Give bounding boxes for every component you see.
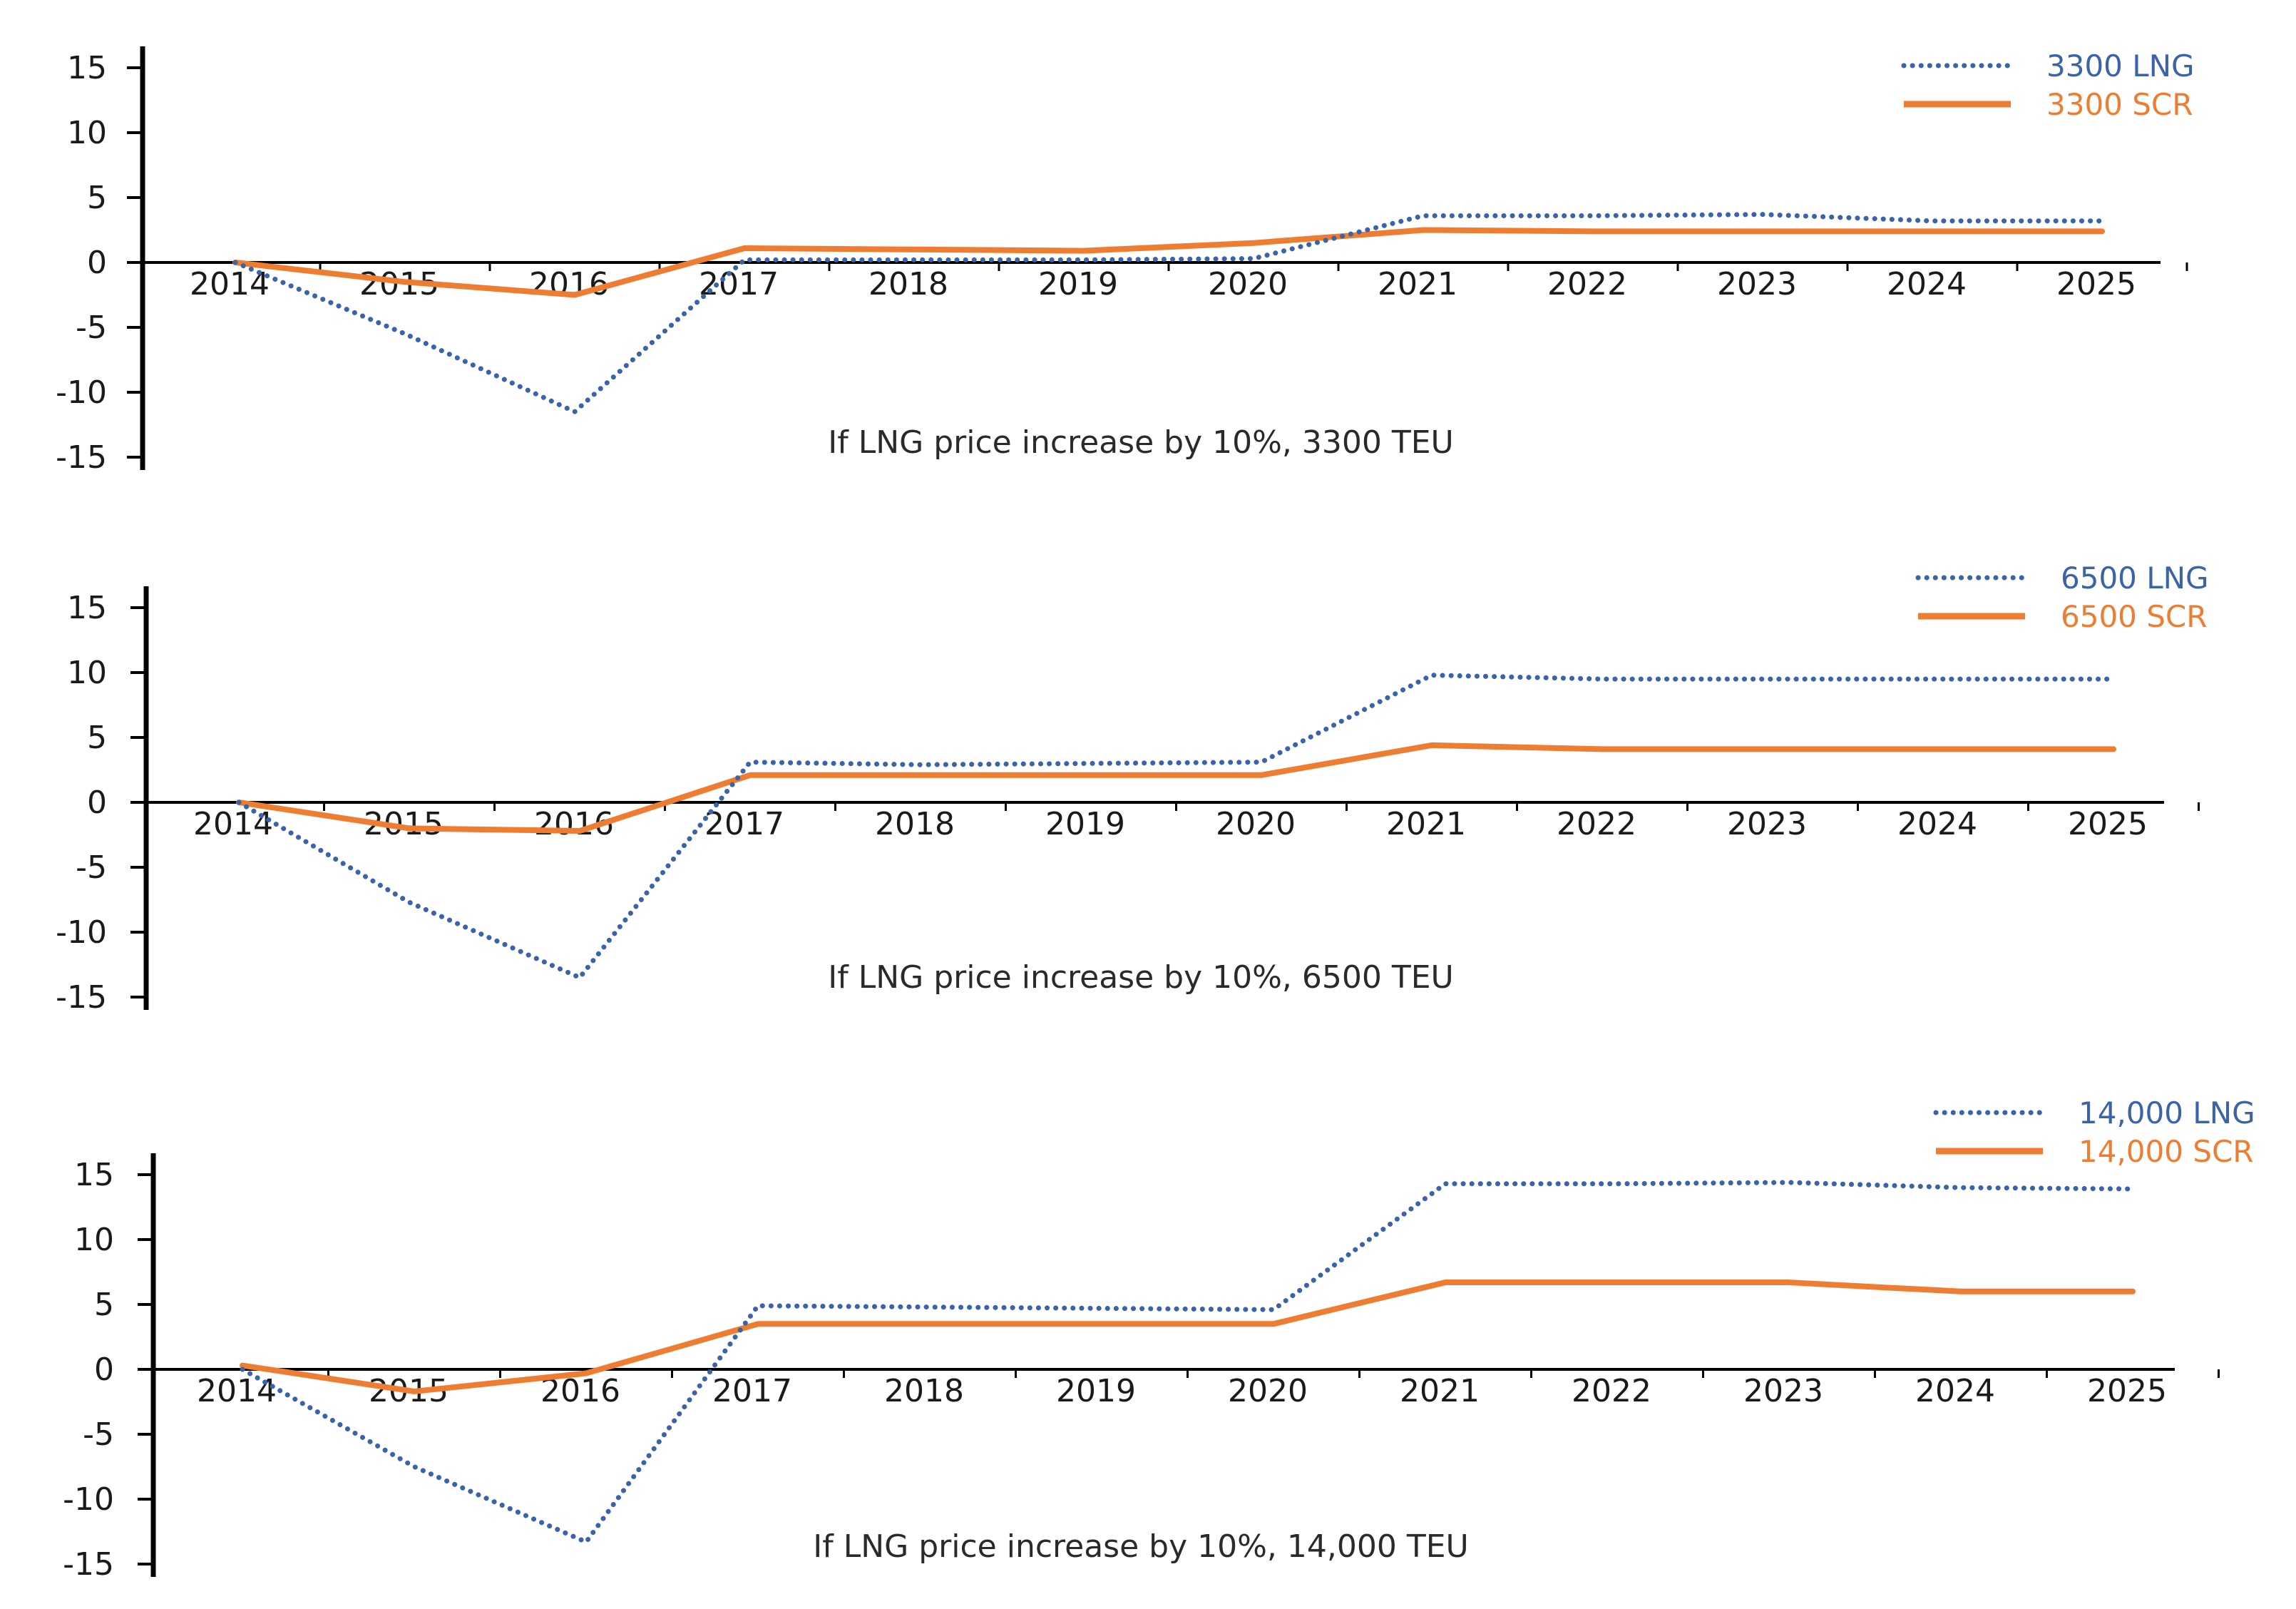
legend-label: 14,000 LNG [2079, 1095, 2255, 1130]
x-tick-label: 2023 [1743, 1373, 1823, 1409]
y-tick-label: 5 [94, 1287, 114, 1323]
series-line-scr [232, 227, 2105, 298]
x-tick-label: 2017 [712, 1373, 792, 1409]
x-tick-label: 2023 [1727, 806, 1807, 842]
y-tick-label: 0 [87, 785, 107, 821]
x-tick-label: 2014 [197, 1373, 277, 1409]
y-tick-label: 0 [94, 1352, 114, 1388]
series-line-scr [236, 742, 2116, 834]
y-tick-label: -5 [83, 1416, 114, 1453]
series-line-scr [240, 1279, 2136, 1394]
y-tick-label: -10 [56, 374, 107, 411]
x-tick-label: 2022 [1547, 266, 1627, 302]
x-tick-label: 2020 [1228, 1373, 1308, 1409]
x-tick-label: 2025 [2087, 1373, 2167, 1409]
x-tick-label: 2017 [699, 266, 779, 302]
legend-label: 3300 LNG [2046, 48, 2195, 83]
x-tick-label: 2019 [1056, 1373, 1136, 1409]
chart-caption: If LNG price increase by 10%, 3300 TEU [828, 424, 1453, 461]
y-tick-label: -15 [63, 1546, 114, 1583]
y-tick-label: 15 [67, 50, 107, 86]
chart-caption: If LNG price increase by 10%, 14,000 TEU [813, 1528, 1468, 1565]
y-tick-label: 10 [67, 115, 107, 151]
legend-label: 6500 LNG [2061, 561, 2209, 596]
x-tick-label: 2014 [190, 266, 270, 302]
x-tick-label: 2018 [868, 266, 948, 302]
y-tick-label: 5 [87, 180, 107, 216]
series-line-lng [232, 212, 2105, 414]
y-tick-label: 10 [74, 1222, 114, 1258]
x-tick-label: 2017 [704, 806, 784, 842]
legend-label: 6500 SCR [2061, 599, 2207, 634]
x-tick-label: 2025 [2056, 266, 2136, 302]
chart-panel-6500: 15 10 5 0 -5 -10 -15 2014 2015 2016 2017 2018 2019 20… [0, 556, 2296, 1070]
x-tick-label: 2024 [1887, 266, 1967, 302]
chart-caption: If LNG price increase by 10%, 6500 TEU [828, 959, 1453, 996]
x-tick-label: 2023 [1717, 266, 1797, 302]
y-tick-label: 10 [67, 655, 107, 691]
y-tick-label: -5 [76, 849, 107, 886]
y-tick-label: -5 [76, 310, 107, 346]
x-tick-label: 2024 [1915, 1373, 1995, 1409]
series-line-lng [236, 673, 2116, 981]
chart-panel-3300: 15 10 5 0 -5 -10 -15 2014 2015 2016 2017 2018 2019 20… [0, 14, 2296, 528]
x-tick-label: 2020 [1216, 806, 1296, 842]
y-tick-label: -10 [63, 1481, 114, 1518]
y-tick-label: 5 [87, 720, 107, 756]
x-tick-label: 2021 [1386, 806, 1466, 842]
x-tick-label: 2019 [1038, 266, 1118, 302]
y-tick-label: -15 [56, 439, 107, 476]
x-tick-label: 2021 [1378, 266, 1457, 302]
x-tick-label: 2022 [1557, 806, 1636, 842]
y-tick-label: -10 [56, 914, 107, 951]
legend-label: 3300 SCR [2046, 87, 2193, 122]
x-tick-label: 2014 [193, 806, 273, 842]
chart-panel-14000: 15 10 5 0 -5 -10 -15 2014 2015 2016 2017 2018 2019 20… [0, 1095, 2296, 1608]
x-tick-label: 2025 [2068, 806, 2148, 842]
series-line-lng [240, 1180, 2136, 1545]
x-tick-label: 2021 [1400, 1373, 1480, 1409]
y-tick-label: 15 [74, 1157, 114, 1193]
legend-label: 14,000 SCR [2079, 1134, 2253, 1169]
y-tick-label: -15 [56, 979, 107, 1016]
x-tick-label: 2018 [875, 806, 955, 842]
y-tick-label: 15 [67, 590, 107, 626]
x-tick-label: 2020 [1208, 266, 1288, 302]
x-tick-label: 2019 [1045, 806, 1125, 842]
y-tick-label: 0 [87, 245, 107, 281]
x-tick-label: 2022 [1572, 1373, 1651, 1409]
x-tick-label: 2024 [1897, 806, 1977, 842]
x-tick-label: 2018 [884, 1373, 964, 1409]
